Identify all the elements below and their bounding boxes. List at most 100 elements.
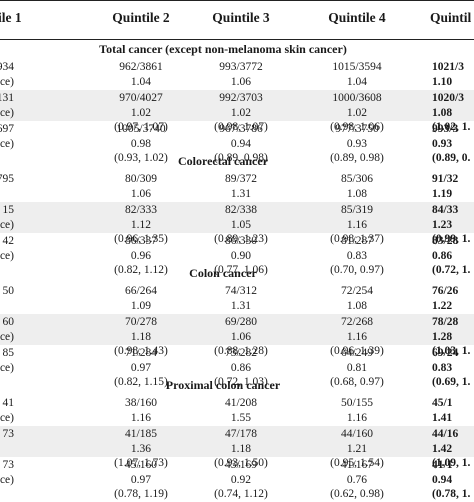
confidence-interval: (0.93, 1.02) [114,152,168,164]
hazard-ratio: 1.04 [130,75,152,88]
confidence-interval: (1.07, 1.73) [114,457,168,469]
confidence-interval: (0.97, 1.07) [114,121,168,133]
confidence-interval: (1.09, 1. [432,457,471,469]
hazard-ratio: 0.86 [230,361,252,374]
hazard-ratio: ence) [0,249,14,262]
hazard-ratio: ence) [0,411,14,424]
confidence-interval: (1.02, 1. [432,121,471,133]
table-cell-c4: 41/167 0.76 (0.62, 0.98) [330,458,384,502]
hazard-ratio: 1.10 [432,75,453,88]
cases-count: 69/280 [225,316,257,328]
hazard-ratio: 1.08 [432,106,453,119]
cases-count: 74/312 [225,285,257,297]
cases-count: 131 [0,92,14,104]
table-cell-c1: 73 ence) [0,458,14,502]
header-col-quintile-5: Quintil [430,10,472,25]
cases-count: 72/268 [341,316,373,328]
table-cell-c2: 1005/3740 0.98 (0.93, 1.02) [114,122,168,166]
cases-count: 91/32 [432,173,459,185]
cases-count: 1005/3740 [116,123,166,135]
cases-count: 72/254 [341,285,373,297]
table-header: ile 1 Quintile 2 Quintile 3 Quintile 4 Q… [0,0,474,40]
confidence-interval: (0.96, 1.35) [114,233,168,245]
confidence-interval: (0.99, 1. [432,233,471,245]
confidence-interval: (0.89, 0. [432,152,471,164]
hazard-ratio: 0.97 [130,361,152,374]
cases-count: 41/208 [225,397,257,409]
table-cell-c1: 73 [3,427,15,471]
hazard-ratio: ence) [0,361,14,374]
table-cell-c5: 993/3 0.93 (0.89, 0. [432,122,470,166]
cases-count: 47/178 [225,428,257,440]
table-cell-c5: 41/1 0.94 (0.78, 1. [432,458,470,502]
cases-count: 41/167 [341,459,373,471]
table-cell-c1: 131 ence) [0,91,14,135]
header-col-quintile-1: ile 1 [0,10,22,25]
cases-count: 1000/3608 [332,92,382,104]
hazard-ratio: 0.98 [130,137,152,150]
hazard-ratio: 1.06 [230,330,252,343]
table-cell-c3: 73/282 0.86 (0.72, 1.03) [214,346,268,390]
hazard-ratio: 0.86 [432,249,453,262]
confidence-interval: (0.77, 1.06) [214,264,268,276]
table-cell-c4: 44/160 1.21 (0.95, 1.54) [330,427,384,471]
confidence-interval: (0.74, 1.12) [214,488,268,500]
cases-count: 70/278 [125,316,157,328]
cases-count: 1020/3 [432,92,464,104]
table-cell-c2: 86/337 0.96 (0.82, 1.12) [114,234,168,278]
confidence-interval: (1.03, 1. [432,345,471,357]
cases-count: 50/155 [341,397,373,409]
section-title: Colorectal cancer [177,154,269,168]
cases-count: 50 [2,285,15,297]
table-row: 73 ence) 45/160 0.97 (0.78, 1.19) 43/169 0.92… [0,457,474,500]
cases-count: 962/3861 [119,61,163,73]
cases-count: 76/26 [432,285,459,297]
hazard-ratio: 1.31 [230,187,252,200]
table-row: 131 ence) 970/4027 1.02 (0.97, 1.07) 992/370… [0,90,474,133]
table-cell-c2: 71/284 0.97 (0.82, 1.15) [114,346,168,390]
hazard-ratio: ence) [0,75,14,88]
table-row: 85 ence) 71/284 0.97 (0.82, 1.15) 73/282 0.86… [0,345,474,388]
confidence-interval: (0.82, 1.12) [114,264,168,276]
hazard-ratio: 0.81 [346,361,368,374]
table-cell-c2: 82/333 1.12 (0.96, 1.35) [114,203,168,247]
confidence-interval: (0.72, 1. [432,264,471,276]
cases-count: 41/1 [432,459,453,471]
hazard-ratio: 0.92 [230,473,252,486]
hazard-ratio: 1.23 [432,218,453,231]
cases-count: 69/24 [432,347,459,359]
hazard-ratio: 0.94 [230,137,252,150]
table-cell-c2: 970/4027 1.02 (0.97, 1.07) [114,91,168,135]
table-cell-c2: 70/278 1.18 (0.98, 1.43) [114,315,168,359]
confidence-interval: (0.98, 1.43) [114,345,168,357]
confidence-interval: (0.88, 1.28) [214,345,268,357]
cases-count: 85/306 [341,173,373,185]
hazard-ratio: 1.22 [432,299,453,312]
hazard-ratio: 1.08 [346,299,368,312]
section-heading-row: Colon cancer [0,264,474,283]
table-cell-c3: 992/3703 1.02 (0.98, 1.07) [214,91,268,135]
cases-count: 45/1 [432,397,453,409]
confidence-interval: (0.78, 1.19) [114,488,168,500]
confidence-interval: (0.93, 1.50) [214,457,268,469]
hazard-ratio: 1.02 [230,106,252,119]
table-cell-c2: 41/185 1.36 (1.07, 1.73) [114,427,168,471]
hazard-ratio: 0.97 [130,473,152,486]
cases-count: 993/3 [432,123,459,135]
cases-count: 1021/3 [432,61,464,73]
cases-count: 73/282 [225,347,257,359]
cases-count: 45/160 [125,459,157,471]
hazard-ratio: 1.02 [130,106,152,119]
table-row: 60 ence) 70/278 1.18 (0.98, 1.43) 69/280 1.06… [0,314,474,357]
table-cell-c1: 41 ence) [0,396,14,440]
hazard-ratio: 1.36 [130,442,152,455]
confidence-interval [0,487,14,502]
cases-count: 73 [2,459,15,471]
table-cell-c4: 977/3750 0.93 (0.89, 0.98) [330,122,384,166]
confidence-interval: (0.89, 0.98) [330,152,384,164]
hazard-ratio: 1.42 [432,442,453,455]
cases-count: 43/169 [225,459,257,471]
confidence-interval: (0.98, 1.07) [214,121,268,133]
